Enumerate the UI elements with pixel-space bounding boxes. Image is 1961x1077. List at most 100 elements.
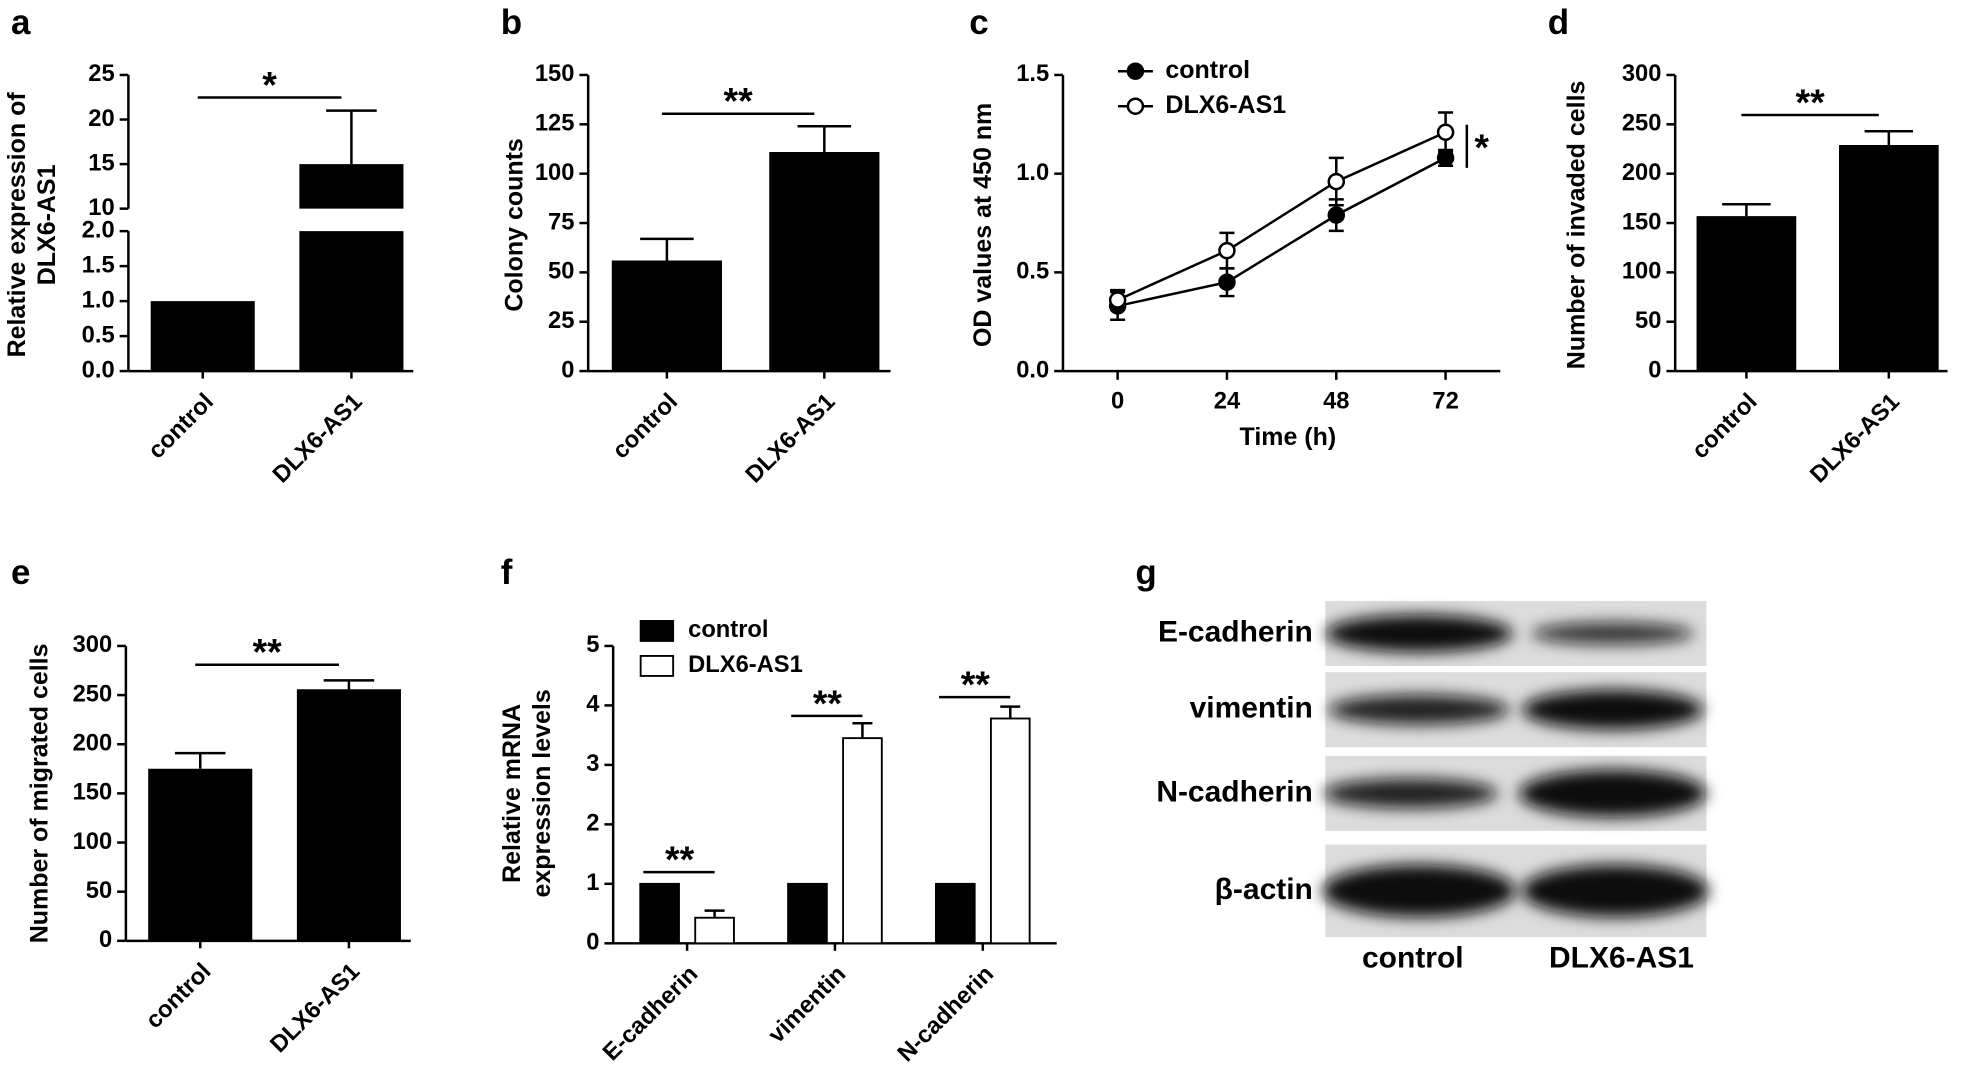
y-tick-label: 0 <box>586 930 599 956</box>
blot-band <box>1522 689 1704 730</box>
x-tick-label: 72 <box>1432 389 1458 415</box>
point <box>1436 123 1455 141</box>
y-axis-label: Relative mRNA <box>498 704 526 883</box>
y-tick-label: 150 <box>1622 209 1662 235</box>
blot-column-label: DLX6-AS1 <box>1549 941 1694 974</box>
error-bar <box>1000 705 1021 719</box>
y-tick-label: 2.0 <box>82 217 115 243</box>
significance: ** <box>1796 81 1826 123</box>
bar <box>1696 216 1797 372</box>
significance: ** <box>724 80 754 122</box>
legend-label: DLX6-AS1 <box>1165 91 1286 119</box>
panel-label: d <box>1548 3 1569 42</box>
x-tick-label: N-cadherin <box>893 961 999 1067</box>
bar <box>935 882 976 945</box>
panel-label: b <box>501 3 522 42</box>
blot-band <box>1519 769 1707 818</box>
y-tick-label: 25 <box>88 61 114 87</box>
x-tick-label: vimentin <box>764 961 851 1048</box>
y-tick-label: 0.5 <box>1016 259 1049 285</box>
y-tick-label: 3 <box>586 751 599 777</box>
significance: * <box>262 63 277 105</box>
x-tick-label: control <box>1687 389 1762 464</box>
point <box>1218 273 1236 291</box>
blot-row-label: E-cadherin <box>1158 615 1313 648</box>
y-axis-label: DLX6-AS1 <box>33 164 61 285</box>
y-tick-label: 100 <box>73 829 113 855</box>
series-line <box>1117 131 1447 302</box>
y-tick-label: 0.5 <box>82 322 115 348</box>
y-tick-label: 1.5 <box>1016 61 1049 87</box>
y-tick-label: 300 <box>73 632 113 658</box>
y-tick-label: 1.0 <box>82 287 115 313</box>
point <box>1108 291 1127 309</box>
y-tick-label: 0 <box>1648 357 1661 383</box>
bar <box>639 882 680 945</box>
blot-row-label: vimentin <box>1190 692 1313 725</box>
legend-swatch <box>639 620 675 642</box>
x-tick-label: control <box>608 389 683 464</box>
y-tick-label: 10 <box>88 195 114 221</box>
blot-column-label: control <box>1362 941 1464 974</box>
significance: ** <box>665 838 695 880</box>
y-axis-label: Relative expression of <box>3 92 31 358</box>
legend-label: control <box>688 617 768 643</box>
error-bar <box>797 125 852 152</box>
x-tick-label: 24 <box>1214 389 1241 415</box>
y-tick-label: 300 <box>1622 61 1662 87</box>
y-tick-label: 5 <box>586 632 599 658</box>
bar <box>787 882 828 945</box>
point <box>1218 241 1236 260</box>
y-tick-label: 125 <box>535 111 575 137</box>
y-axis-label: Number of invaded cells <box>1562 81 1590 370</box>
legend-marker <box>1126 97 1145 115</box>
x-tick-label: control <box>141 959 216 1034</box>
y-tick-label: 200 <box>1622 160 1662 186</box>
y-axis-label: Number of migrated cells <box>26 644 54 944</box>
bar <box>611 260 722 372</box>
y-tick-label: 15 <box>88 150 114 176</box>
y-tick-label: 0.0 <box>82 357 115 383</box>
y-tick-label: 1.0 <box>1016 160 1049 186</box>
y-tick-label: 100 <box>1622 259 1662 285</box>
blot-band <box>1325 614 1513 653</box>
y-tick-label: 0.0 <box>1016 357 1049 383</box>
bar <box>769 151 880 372</box>
y-axis-label: expression levels <box>528 689 556 897</box>
bar <box>296 689 401 941</box>
blot-band <box>1322 778 1498 809</box>
error-bar <box>1864 129 1914 146</box>
y-tick-label: 0 <box>561 357 574 383</box>
bar <box>1838 145 1939 372</box>
error-bar <box>1722 203 1771 217</box>
bar <box>299 164 404 372</box>
y-tick-label: 0 <box>99 927 112 953</box>
panel-label: c <box>969 3 988 42</box>
series-line <box>1117 156 1447 308</box>
x-tick-label: 0 <box>1111 389 1124 415</box>
significance: ** <box>813 682 843 724</box>
x-tick-label: DLX6-AS1 <box>266 959 365 1058</box>
y-tick-label: 75 <box>548 209 574 235</box>
y-tick-label: 250 <box>73 681 113 707</box>
blot-band <box>1521 864 1709 918</box>
error-bar <box>323 679 375 690</box>
y-tick-label: 20 <box>88 106 114 132</box>
y-tick-label: 250 <box>1622 111 1662 137</box>
bar <box>694 916 735 945</box>
blot-band <box>1328 694 1510 725</box>
significance: * <box>1474 126 1489 168</box>
y-tick-label: 1 <box>586 870 599 896</box>
point <box>1327 206 1346 224</box>
y-tick-label: 50 <box>548 259 574 285</box>
y-axis-label: OD values at 450 nm <box>969 103 997 347</box>
blot-row-label: β-actin <box>1215 873 1313 906</box>
legend-label: DLX6-AS1 <box>688 652 803 678</box>
y-tick-label: 50 <box>1635 308 1661 334</box>
y-axis-label: Colony counts <box>500 138 528 311</box>
blot-band <box>1322 864 1516 918</box>
legend-label: control <box>1165 56 1250 84</box>
significance: ** <box>252 631 282 673</box>
